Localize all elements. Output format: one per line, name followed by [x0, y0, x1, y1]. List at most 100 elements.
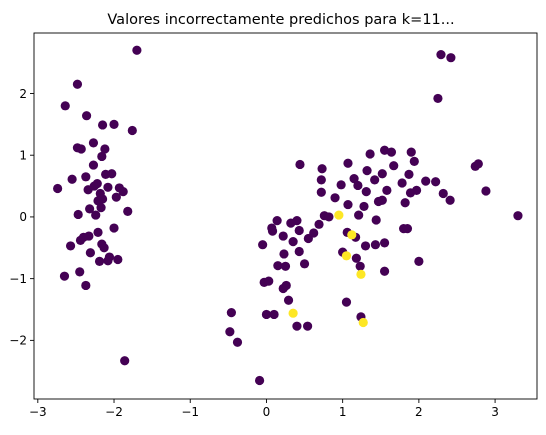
data-point-correct [473, 159, 483, 169]
data-point-correct [109, 119, 119, 129]
data-point-correct [303, 321, 313, 331]
data-point-correct [132, 45, 142, 55]
data-point-correct [370, 240, 381, 250]
data-point-correct [81, 280, 91, 291]
data-point-correct [278, 231, 288, 241]
y-tick-label: −1 [9, 272, 27, 286]
data-point-correct [232, 337, 243, 347]
data-point-correct [295, 159, 305, 170]
data-point-correct [400, 198, 410, 208]
data-point-correct [377, 169, 387, 179]
data-point-correct [100, 144, 110, 154]
y-tick-label: 2 [19, 87, 27, 101]
data-point-correct [91, 210, 101, 220]
data-point-correct [513, 211, 523, 221]
data-point-correct [88, 160, 99, 170]
data-point-correct [386, 147, 397, 157]
data-point-correct [382, 185, 392, 195]
data-point-correct [273, 261, 283, 271]
data-point-correct [299, 259, 310, 269]
y-tick-label: 1 [19, 149, 27, 163]
x-tick-label: 3 [491, 405, 499, 419]
points-layer [53, 45, 523, 386]
data-point-correct [389, 161, 399, 171]
data-point-correct [103, 182, 113, 192]
data-point-correct [81, 111, 92, 121]
data-point-correct [343, 158, 353, 168]
x-tick-label: 1 [339, 405, 347, 419]
data-point-correct [405, 188, 416, 198]
data-point-incorrect [358, 317, 368, 328]
plot-frame [33, 32, 538, 400]
axes-layer: −3 −2 −1 0 1 2 3 −2 −1 0 1 2 [9, 32, 538, 419]
data-point-correct [53, 183, 63, 194]
data-point-correct [362, 166, 372, 176]
data-point-correct [406, 147, 416, 157]
data-point-correct [341, 297, 352, 307]
data-point-correct [76, 144, 86, 154]
y-tick-label: 0 [19, 210, 27, 224]
data-point-correct [118, 187, 128, 197]
data-point-correct [280, 261, 291, 271]
data-point-correct [99, 243, 109, 253]
data-point-correct [288, 237, 298, 247]
data-point-correct [292, 321, 302, 331]
data-point-correct [264, 276, 274, 286]
data-point-correct [93, 227, 103, 237]
x-tick-label: 0 [263, 405, 271, 419]
data-point-correct [85, 248, 95, 258]
data-point-correct [343, 199, 353, 210]
data-point-correct [59, 271, 70, 281]
data-point-correct [67, 174, 77, 184]
data-point-correct [354, 210, 364, 220]
x-tick-label: −1 [181, 405, 199, 419]
data-point-correct [109, 223, 119, 233]
data-point-correct [226, 307, 236, 318]
data-point-correct [436, 50, 446, 60]
data-point-correct [101, 169, 111, 179]
data-point-correct [294, 246, 304, 257]
data-point-correct [72, 79, 83, 89]
data-point-correct [294, 225, 304, 236]
x-tick-label: −3 [29, 405, 47, 419]
data-point-correct [370, 175, 380, 185]
data-point-correct [421, 176, 431, 186]
data-point-correct [279, 249, 289, 259]
data-point-correct [355, 261, 365, 271]
data-point-correct [433, 93, 443, 104]
data-point-correct [73, 209, 83, 220]
data-point-correct [309, 228, 319, 238]
data-point-correct [404, 169, 414, 179]
data-point-correct [481, 186, 491, 196]
data-point-correct [314, 219, 324, 229]
data-point-correct [283, 295, 294, 305]
data-point-correct [94, 256, 105, 266]
x-tick-label: 2 [415, 405, 423, 419]
data-point-correct [267, 226, 278, 236]
data-point-incorrect [347, 230, 357, 240]
data-point-correct [324, 212, 334, 222]
data-point-correct [96, 203, 106, 213]
data-point-correct [317, 164, 327, 174]
data-point-correct [373, 196, 384, 207]
data-point-correct [258, 240, 268, 250]
data-point-correct [371, 215, 381, 225]
data-point-correct [379, 238, 390, 248]
data-point-correct [431, 177, 441, 187]
data-point-correct [361, 187, 371, 197]
data-point-incorrect [334, 210, 344, 220]
data-point-correct [113, 254, 123, 265]
data-point-correct [409, 156, 419, 166]
data-point-correct [120, 356, 130, 366]
data-point-correct [402, 224, 413, 234]
data-point-correct [75, 235, 86, 245]
data-point-correct [261, 309, 272, 320]
data-point-correct [75, 267, 85, 277]
data-point-correct [414, 256, 424, 266]
data-point-correct [103, 256, 113, 266]
y-tick-label: −2 [9, 334, 27, 348]
data-point-correct [281, 280, 291, 291]
data-point-correct [351, 253, 361, 263]
data-point-correct [269, 309, 279, 320]
